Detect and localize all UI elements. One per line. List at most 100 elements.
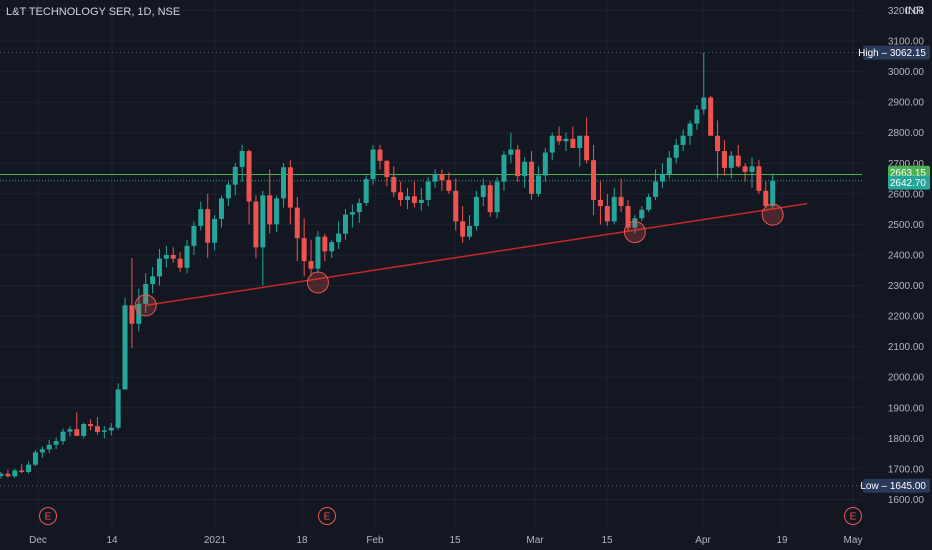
candle bbox=[673, 138, 679, 164]
candle bbox=[88, 419, 94, 431]
candle bbox=[198, 201, 204, 231]
price-tick-label: 2900.00 bbox=[888, 98, 925, 109]
candle bbox=[453, 178, 459, 231]
candle bbox=[405, 187, 411, 210]
candle-body bbox=[515, 149, 521, 177]
candle-body bbox=[653, 181, 659, 197]
time-tick-label: Feb bbox=[366, 535, 384, 546]
candle-body bbox=[0, 473, 4, 476]
candle-body bbox=[570, 138, 576, 148]
candle bbox=[529, 151, 535, 200]
candle-body bbox=[694, 109, 700, 124]
candle-body bbox=[460, 221, 466, 237]
candle bbox=[356, 198, 362, 223]
candle bbox=[322, 233, 328, 262]
candle bbox=[39, 446, 45, 458]
candle-body bbox=[60, 431, 66, 442]
candle-body bbox=[715, 135, 721, 152]
candle bbox=[563, 132, 569, 152]
candle-body bbox=[487, 185, 493, 213]
trendline-touch-circle bbox=[306, 271, 329, 294]
candle bbox=[81, 422, 87, 439]
price-tick-label: 2800.00 bbox=[888, 128, 925, 139]
time-tick-label: 15 bbox=[601, 535, 613, 546]
candle bbox=[460, 206, 466, 243]
price-axis: 1600.00 1700.00 1800.00 1900.00 2000.00 2100.… bbox=[888, 6, 925, 506]
candle-body bbox=[156, 258, 162, 277]
candle bbox=[308, 239, 314, 277]
trendline-touch-circle bbox=[761, 203, 784, 226]
price-tick-label: 2200.00 bbox=[888, 312, 925, 323]
candle-body bbox=[763, 190, 769, 207]
price-badges: High – 3062.15 Low – 1645.00 2663.152642.7… bbox=[858, 45, 930, 493]
price-tick-label: 2100.00 bbox=[888, 342, 925, 353]
candle bbox=[274, 195, 280, 233]
price-tick-label: 2600.00 bbox=[888, 189, 925, 200]
candle-body bbox=[742, 166, 748, 172]
support-trendline bbox=[134, 202, 808, 317]
candle bbox=[129, 258, 135, 349]
candle-body bbox=[611, 196, 617, 222]
candle-body bbox=[39, 449, 45, 453]
candle bbox=[191, 221, 197, 255]
candle-body bbox=[253, 201, 259, 248]
candle bbox=[728, 151, 734, 179]
grid-lines bbox=[0, 0, 862, 530]
candle bbox=[597, 181, 603, 225]
candle bbox=[487, 181, 493, 217]
candle-body bbox=[632, 218, 638, 228]
candle bbox=[377, 144, 383, 170]
candle bbox=[680, 129, 686, 152]
candle bbox=[756, 160, 762, 194]
price-tick-label: 2300.00 bbox=[888, 281, 925, 292]
candle bbox=[94, 416, 100, 435]
candle bbox=[170, 247, 176, 263]
candle bbox=[60, 428, 66, 445]
candle-body bbox=[377, 149, 383, 161]
candles bbox=[0, 52, 776, 479]
time-tick-label: 18 bbox=[296, 535, 308, 546]
candle-body bbox=[480, 185, 486, 197]
candle-body bbox=[67, 429, 73, 432]
candle-body bbox=[439, 173, 445, 181]
candle-body bbox=[467, 225, 473, 237]
price-level-lines bbox=[0, 52, 862, 487]
candle-body bbox=[604, 206, 610, 222]
candle-body bbox=[701, 97, 707, 110]
candle-body bbox=[418, 199, 424, 204]
low-badge-bg bbox=[863, 478, 930, 493]
candle-body bbox=[618, 196, 624, 207]
candle bbox=[260, 190, 266, 286]
candle bbox=[177, 251, 183, 272]
time-tick-label: May bbox=[844, 535, 863, 546]
candle bbox=[646, 193, 652, 213]
candle bbox=[267, 169, 273, 234]
candle-body bbox=[205, 209, 211, 243]
time-tick-label: Dec bbox=[29, 535, 47, 546]
candle-body bbox=[218, 198, 224, 219]
candle-body bbox=[101, 430, 107, 432]
candle-body bbox=[129, 305, 135, 324]
candle-body bbox=[163, 254, 169, 259]
earnings-marker-label: E bbox=[324, 512, 331, 523]
candle bbox=[701, 52, 707, 115]
candle-body bbox=[728, 155, 734, 168]
candle-body bbox=[687, 123, 693, 136]
candle-body bbox=[274, 198, 280, 225]
chart-title: L&T TECHNOLOGY SER, 1D, NSE bbox=[6, 6, 181, 18]
candle bbox=[542, 147, 548, 182]
candle bbox=[315, 231, 321, 274]
candle bbox=[67, 426, 73, 437]
candle bbox=[0, 471, 4, 479]
candle bbox=[763, 181, 769, 208]
candle bbox=[5, 469, 11, 478]
candle-body bbox=[673, 144, 679, 158]
candle bbox=[721, 140, 727, 176]
time-tick-label: Mar bbox=[526, 535, 544, 546]
candle-body bbox=[646, 196, 652, 210]
candle bbox=[480, 178, 486, 207]
candle bbox=[363, 175, 369, 207]
candle bbox=[535, 166, 541, 197]
candle-body bbox=[12, 470, 18, 477]
